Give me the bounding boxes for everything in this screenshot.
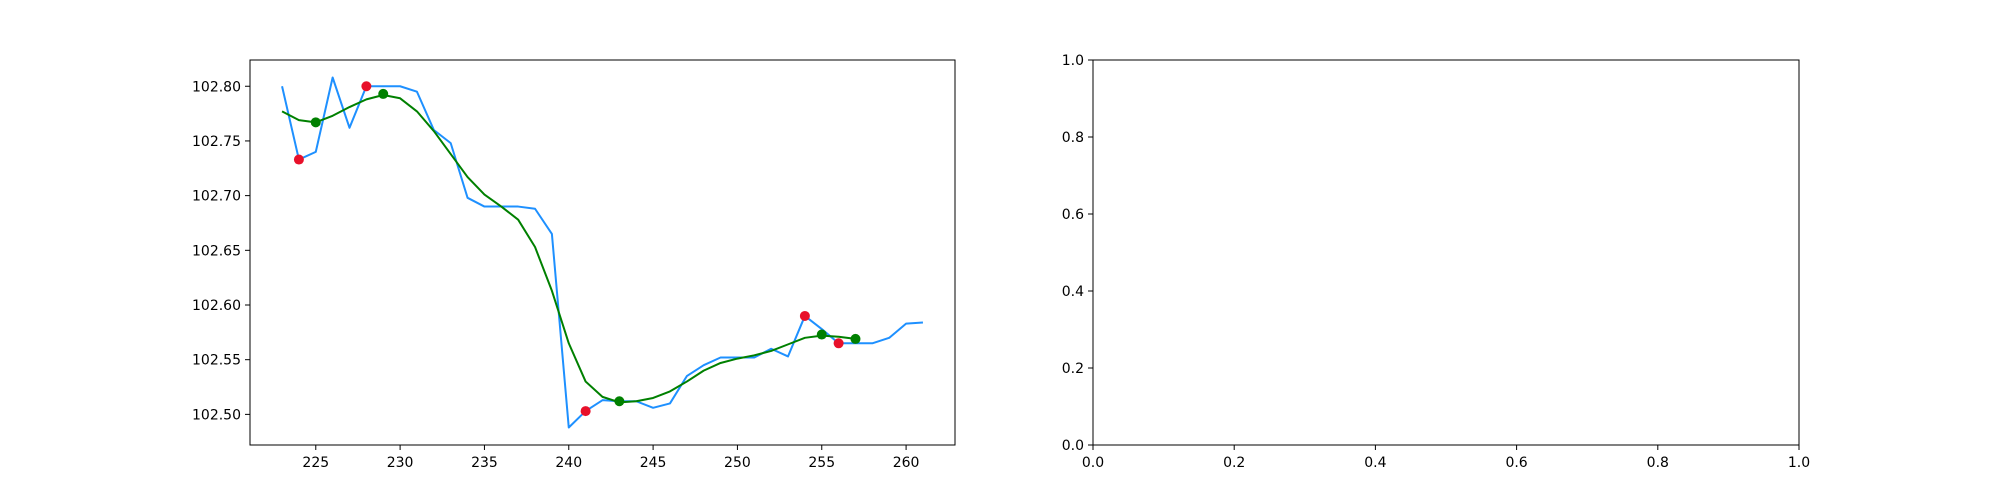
y-tick-label: 0.8 bbox=[1062, 130, 1084, 146]
scatter-point-3-1 bbox=[378, 88, 389, 99]
scatter-point-2-1 bbox=[361, 81, 372, 92]
scatter-point-2-3 bbox=[799, 310, 810, 321]
x-tick-label: 1.0 bbox=[1788, 455, 1810, 471]
x-tick-label: 260 bbox=[893, 455, 920, 471]
x-tick-label: 255 bbox=[808, 455, 835, 471]
scatter-point-3-3 bbox=[816, 329, 827, 340]
series-line-1 bbox=[281, 94, 856, 404]
y-tick-label: 102.65 bbox=[192, 243, 241, 259]
y-tick-label: 102.55 bbox=[192, 353, 241, 369]
y-tick-label: 0.0 bbox=[1062, 438, 1084, 454]
y-tick-label: 102.80 bbox=[192, 79, 241, 95]
scatter-point-3-0 bbox=[310, 117, 321, 128]
x-tick-label: 225 bbox=[302, 455, 329, 471]
y-tick-label: 0.4 bbox=[1062, 284, 1084, 300]
y-tick-label: 102.50 bbox=[192, 407, 241, 423]
x-tick-label: 250 bbox=[724, 455, 751, 471]
x-tick-label: 0.4 bbox=[1364, 455, 1386, 471]
scatter-point-3-4 bbox=[850, 333, 861, 344]
x-tick-label: 0.8 bbox=[1647, 455, 1669, 471]
x-tick-label: 240 bbox=[555, 455, 582, 471]
scatter-point-2-0 bbox=[293, 154, 304, 165]
y-tick-label: 102.75 bbox=[192, 134, 241, 150]
scatter-point-2-2 bbox=[580, 406, 591, 417]
right-chart-axes: 0.0 0.2 0.4 0.6 0.8 1.0 0.0 0.2 0.4 0.6 0.8 1.0 bbox=[1062, 53, 1810, 471]
y-tick-label: 1.0 bbox=[1062, 53, 1084, 69]
axes-frame bbox=[1092, 59, 1800, 446]
y-tick-label: 0.6 bbox=[1062, 207, 1084, 223]
x-tick-label: 245 bbox=[640, 455, 667, 471]
x-tick-label: 0.2 bbox=[1223, 455, 1245, 471]
scatter-point-2-4 bbox=[833, 338, 844, 349]
y-tick-label: 0.2 bbox=[1062, 361, 1084, 377]
y-tick-label: 102.60 bbox=[192, 298, 241, 314]
x-tick-label: 0.0 bbox=[1082, 455, 1104, 471]
x-tick-label: 235 bbox=[471, 455, 498, 471]
series-line-0 bbox=[281, 76, 924, 429]
axes-frame bbox=[249, 59, 956, 446]
scatter-point-3-2 bbox=[614, 396, 625, 407]
y-tick-label: 102.70 bbox=[192, 189, 241, 205]
x-tick-label: 230 bbox=[387, 455, 414, 471]
left-chart-axes: 225 230 235 240 245 250 255 260 102.50 102.55 102.… bbox=[192, 59, 956, 471]
x-tick-label: 0.6 bbox=[1505, 455, 1527, 471]
